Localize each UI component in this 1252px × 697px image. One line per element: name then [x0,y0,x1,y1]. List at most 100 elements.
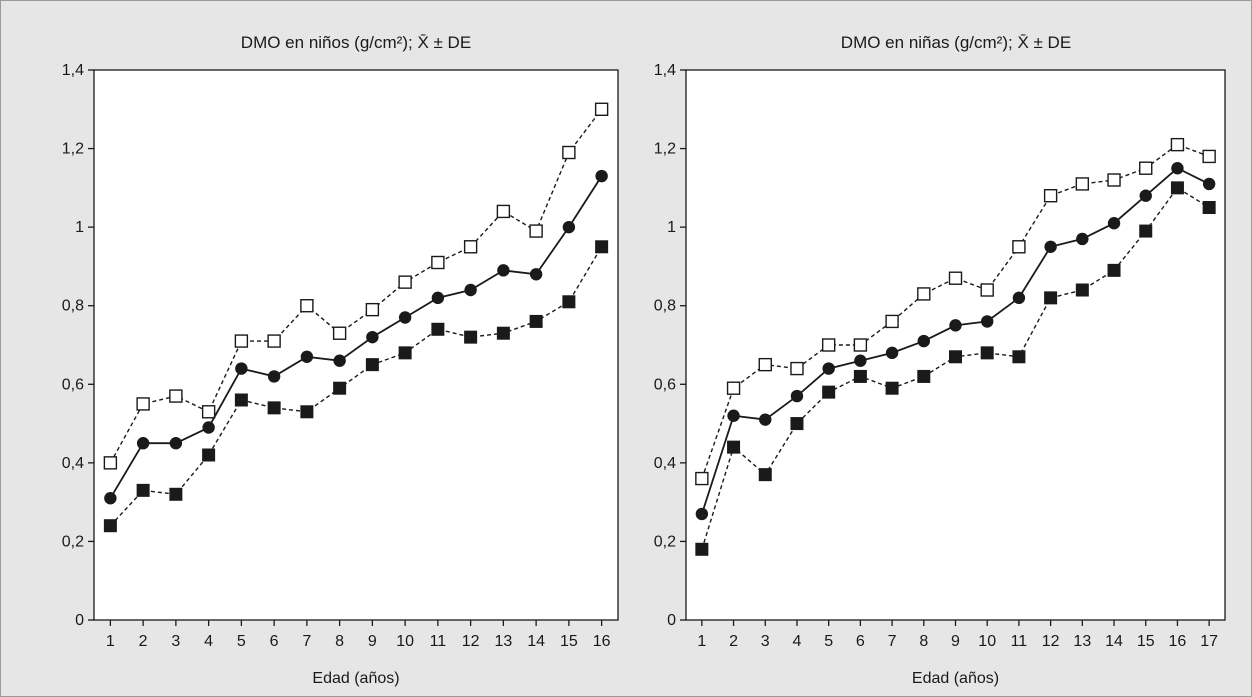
mean-minus-sd-point [1044,291,1058,305]
x-tick-label: 15 [1137,633,1155,650]
mean-plus-sd-point [103,456,118,470]
x-tick-label: 6 [270,633,279,650]
mean-point [562,220,576,234]
mean-plus-sd-point [1012,240,1026,254]
mean-point [949,319,962,332]
mean-minus-sd-point [917,369,931,383]
mean-plus-sd-point [1075,177,1090,191]
y-tick-label: 1 [75,219,84,236]
x-tick-label: 12 [462,633,480,650]
mean-plus-sd-point [529,224,543,238]
mean-minus-sd-point [727,440,741,454]
y-tick-label: 0,6 [62,376,84,393]
chart-ninas: DMO en niñas (g/cm²); X̄ ± DE 0 0,2 0,4 0,6 0… [654,33,1226,687]
mean-plus-sd-point [267,334,281,348]
mean-plus-sd-point [169,389,183,403]
mean-point [1202,177,1216,191]
x-tick-label: 5 [824,633,833,650]
mean-point [267,370,281,383]
mean-point [202,421,215,434]
mean-minus-sd-point [202,448,216,462]
y-tick-label: 1,4 [62,62,84,79]
mean-minus-sd-point [885,381,899,395]
mean-minus-sd-point [595,240,609,254]
mean-plus-sd-point [1202,149,1216,164]
mean-minus-sd-point [1202,201,1216,214]
plot-area [685,69,1226,621]
mean-minus-sd-point [949,350,962,364]
x-tick-label: 1 [106,633,115,650]
mean-point [1107,217,1121,230]
mean-minus-sd-point [365,358,379,372]
mean-minus-sd-point [136,483,150,497]
mean-plus-sd-point [885,314,899,329]
mean-point [431,291,445,305]
mean-plus-sd-point [695,471,709,486]
mean-minus-sd-point [103,519,117,533]
series-line-mean-minus-sd [109,246,603,527]
mean-minus-sd-point [267,401,281,415]
x-tick-label: 5 [237,633,246,650]
x-tick-label: 4 [204,633,213,650]
mean-point [917,334,930,348]
mean-plus-sd-point [1139,161,1153,175]
x-tick-label: 15 [560,633,578,650]
mean-point [790,389,804,403]
mean-plus-sd-point [1170,137,1185,152]
mean-plus-sd-point [758,357,772,372]
mean-minus-sd-point [169,487,183,501]
plot-area [93,69,619,621]
mean-point [398,311,412,324]
chart-ninos: DMO en niños (g/cm²); X̄ ± DE 0 0,2 0,4 0,6 0… [62,33,619,687]
y-tick-label: 0 [75,612,84,629]
mean-point [464,283,477,297]
x-tick-label: 10 [978,633,996,650]
x-axis-label: Edad (años) [912,670,999,687]
x-tick-label: 14 [1105,633,1123,650]
x-tick-label: 9 [368,633,377,650]
x-tick-label: 2 [139,633,148,650]
mean-point [136,437,150,450]
mean-point [169,437,183,450]
x-tick-label: 13 [494,633,512,650]
mean-plus-sd-point [431,255,445,270]
mean-point [1076,232,1089,246]
mean-minus-sd-point [853,369,867,383]
mean-point [822,362,835,375]
y-tick-label: 1,2 [62,141,84,158]
x-tick-label: 12 [1042,633,1060,650]
x-tick-label: 16 [593,633,611,650]
x-tick-label: 8 [919,633,928,650]
mean-point [759,413,772,426]
mean-point [1012,291,1026,305]
mean-minus-sd-point [822,385,836,399]
mean-point [595,169,608,183]
mean-minus-sd-point [464,330,478,344]
mean-minus-sd-point [431,322,445,336]
x-tick-label: 4 [793,633,802,650]
mean-minus-sd-point [980,346,994,360]
mean-plus-sd-point [496,204,511,219]
mean-minus-sd-point [398,346,412,360]
x-tick-label: 11 [1011,633,1028,650]
mean-minus-sd-point [1139,224,1153,238]
mean-point [300,350,314,363]
mean-plus-sd-point [980,283,994,297]
mean-minus-sd-point [529,314,543,328]
mean-plus-sd-point [917,287,931,301]
mean-minus-sd-point [790,417,804,431]
mean-point [981,315,994,328]
x-tick-label: 8 [335,633,344,650]
y-tick-label: 0,2 [654,533,676,550]
series-line-mean [109,175,603,499]
y-tick-label: 1,4 [654,62,676,79]
mean-minus-sd-point [333,381,347,395]
mean-minus-sd-point [562,295,576,309]
y-tick-label: 0,2 [62,533,84,550]
x-tick-label: 2 [729,633,738,650]
x-tick-label: 17 [1200,633,1218,650]
x-tick-label: 11 [430,633,447,650]
mean-plus-sd-point [821,338,836,352]
mean-minus-sd-point [758,468,772,482]
